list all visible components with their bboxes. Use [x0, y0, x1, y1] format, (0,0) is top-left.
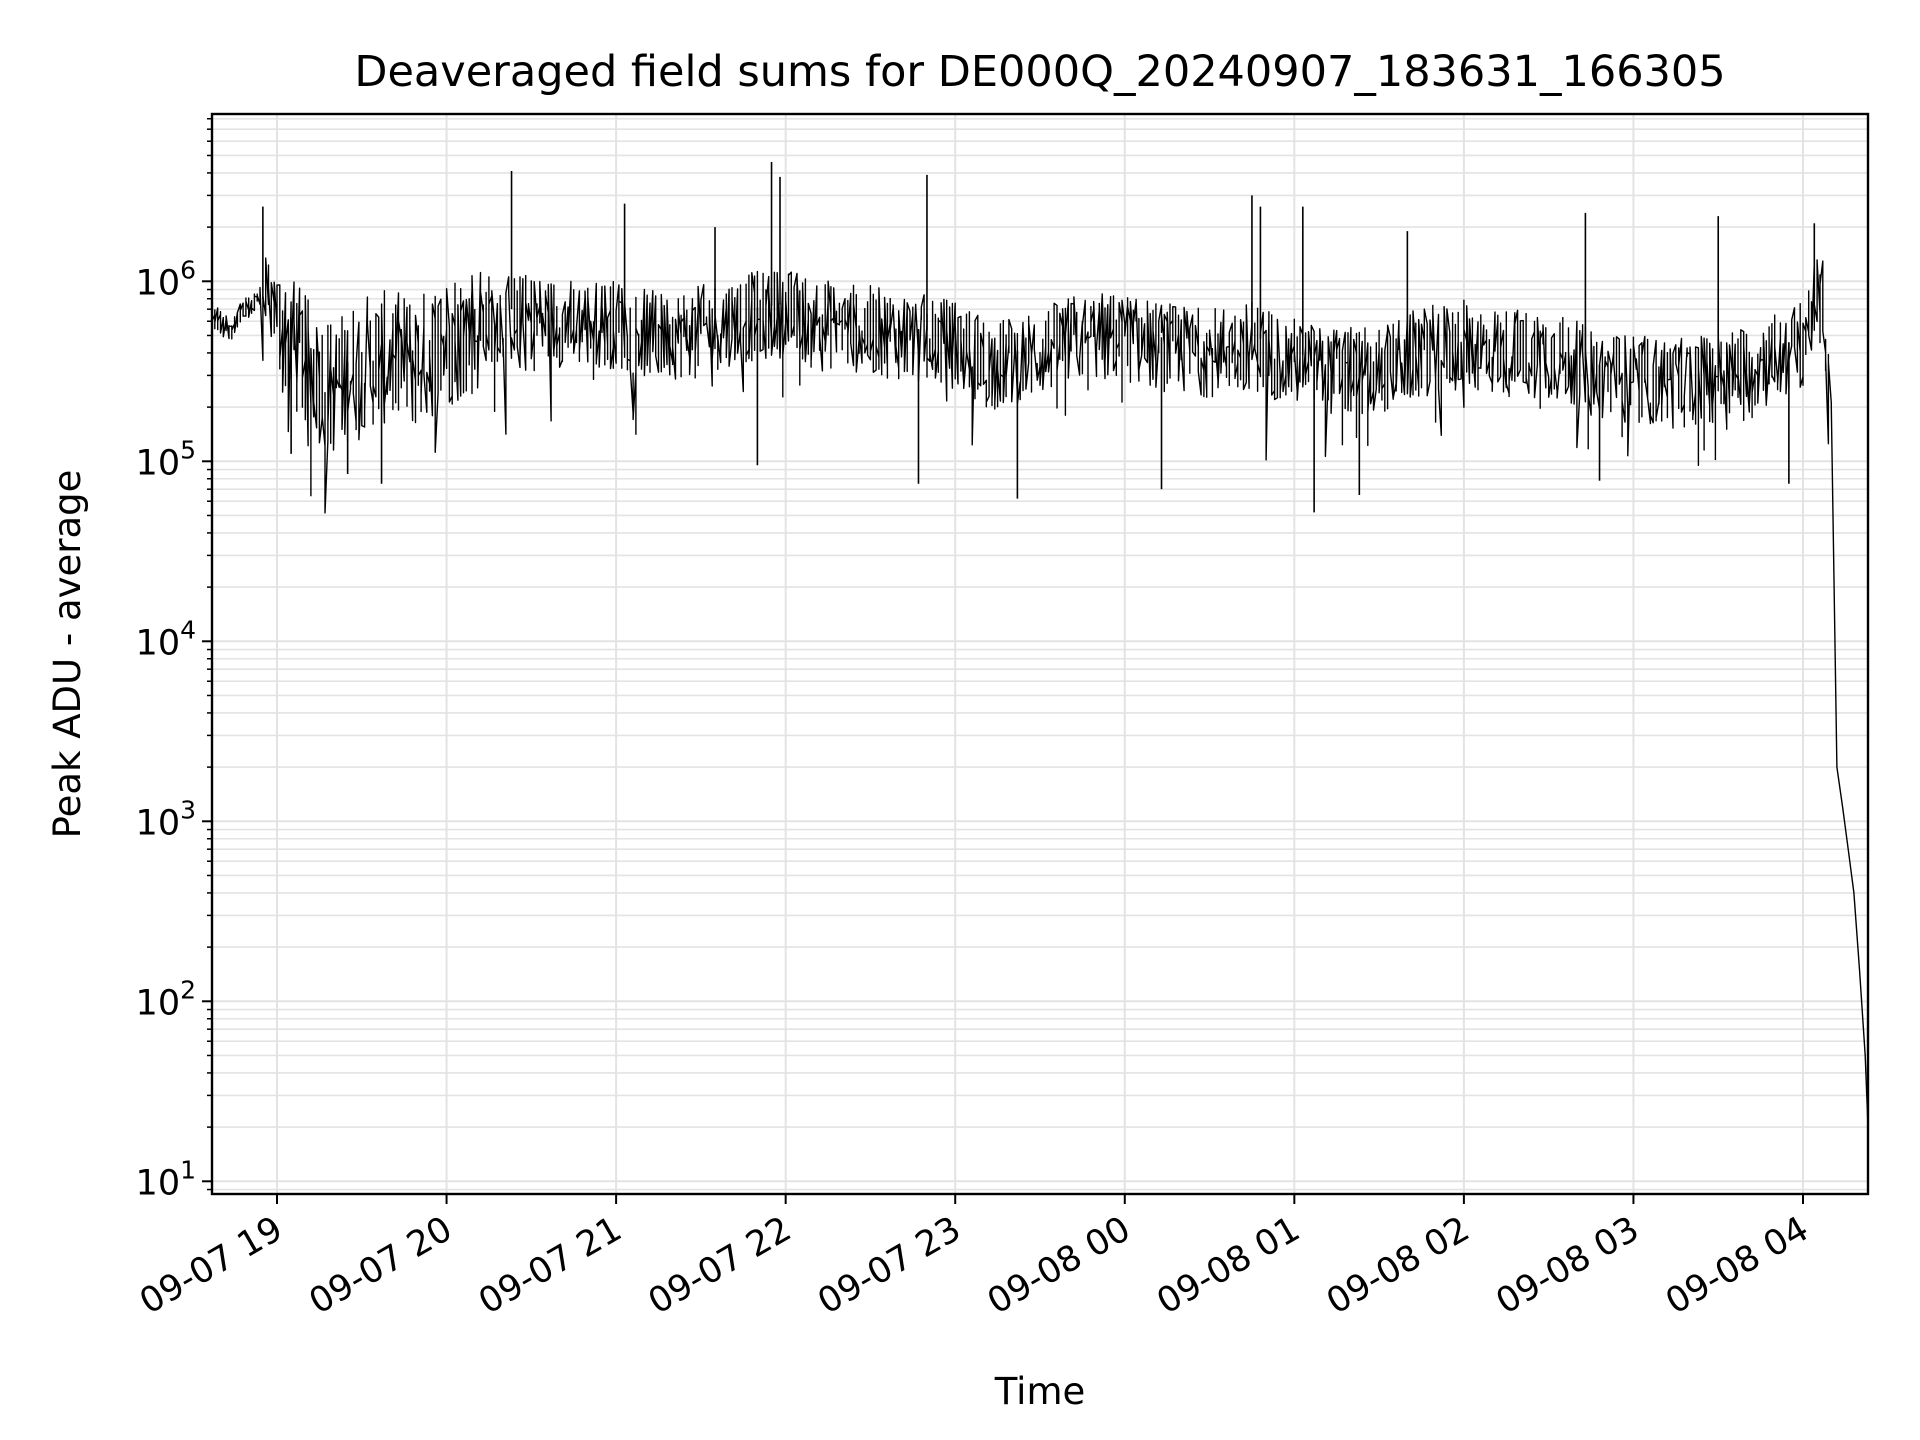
y-tick-label: 101: [136, 1155, 196, 1203]
y-tick-label: 104: [136, 615, 196, 663]
chart-title: Deaveraged field sums for DE000Q_2024090…: [354, 47, 1725, 97]
y-tick-label: 106: [136, 255, 196, 303]
plot-frame: [210, 112, 1870, 1196]
y-tick-label: 102: [136, 975, 196, 1023]
series-line: [211, 257, 1869, 1128]
y-tick-label: 103: [136, 795, 196, 843]
y-axis-label: Peak ADU - average: [46, 470, 89, 839]
data-layer: [211, 161, 1869, 1128]
x-axis-label: Time: [994, 1370, 1086, 1413]
y-tick-label: 105: [136, 435, 196, 483]
